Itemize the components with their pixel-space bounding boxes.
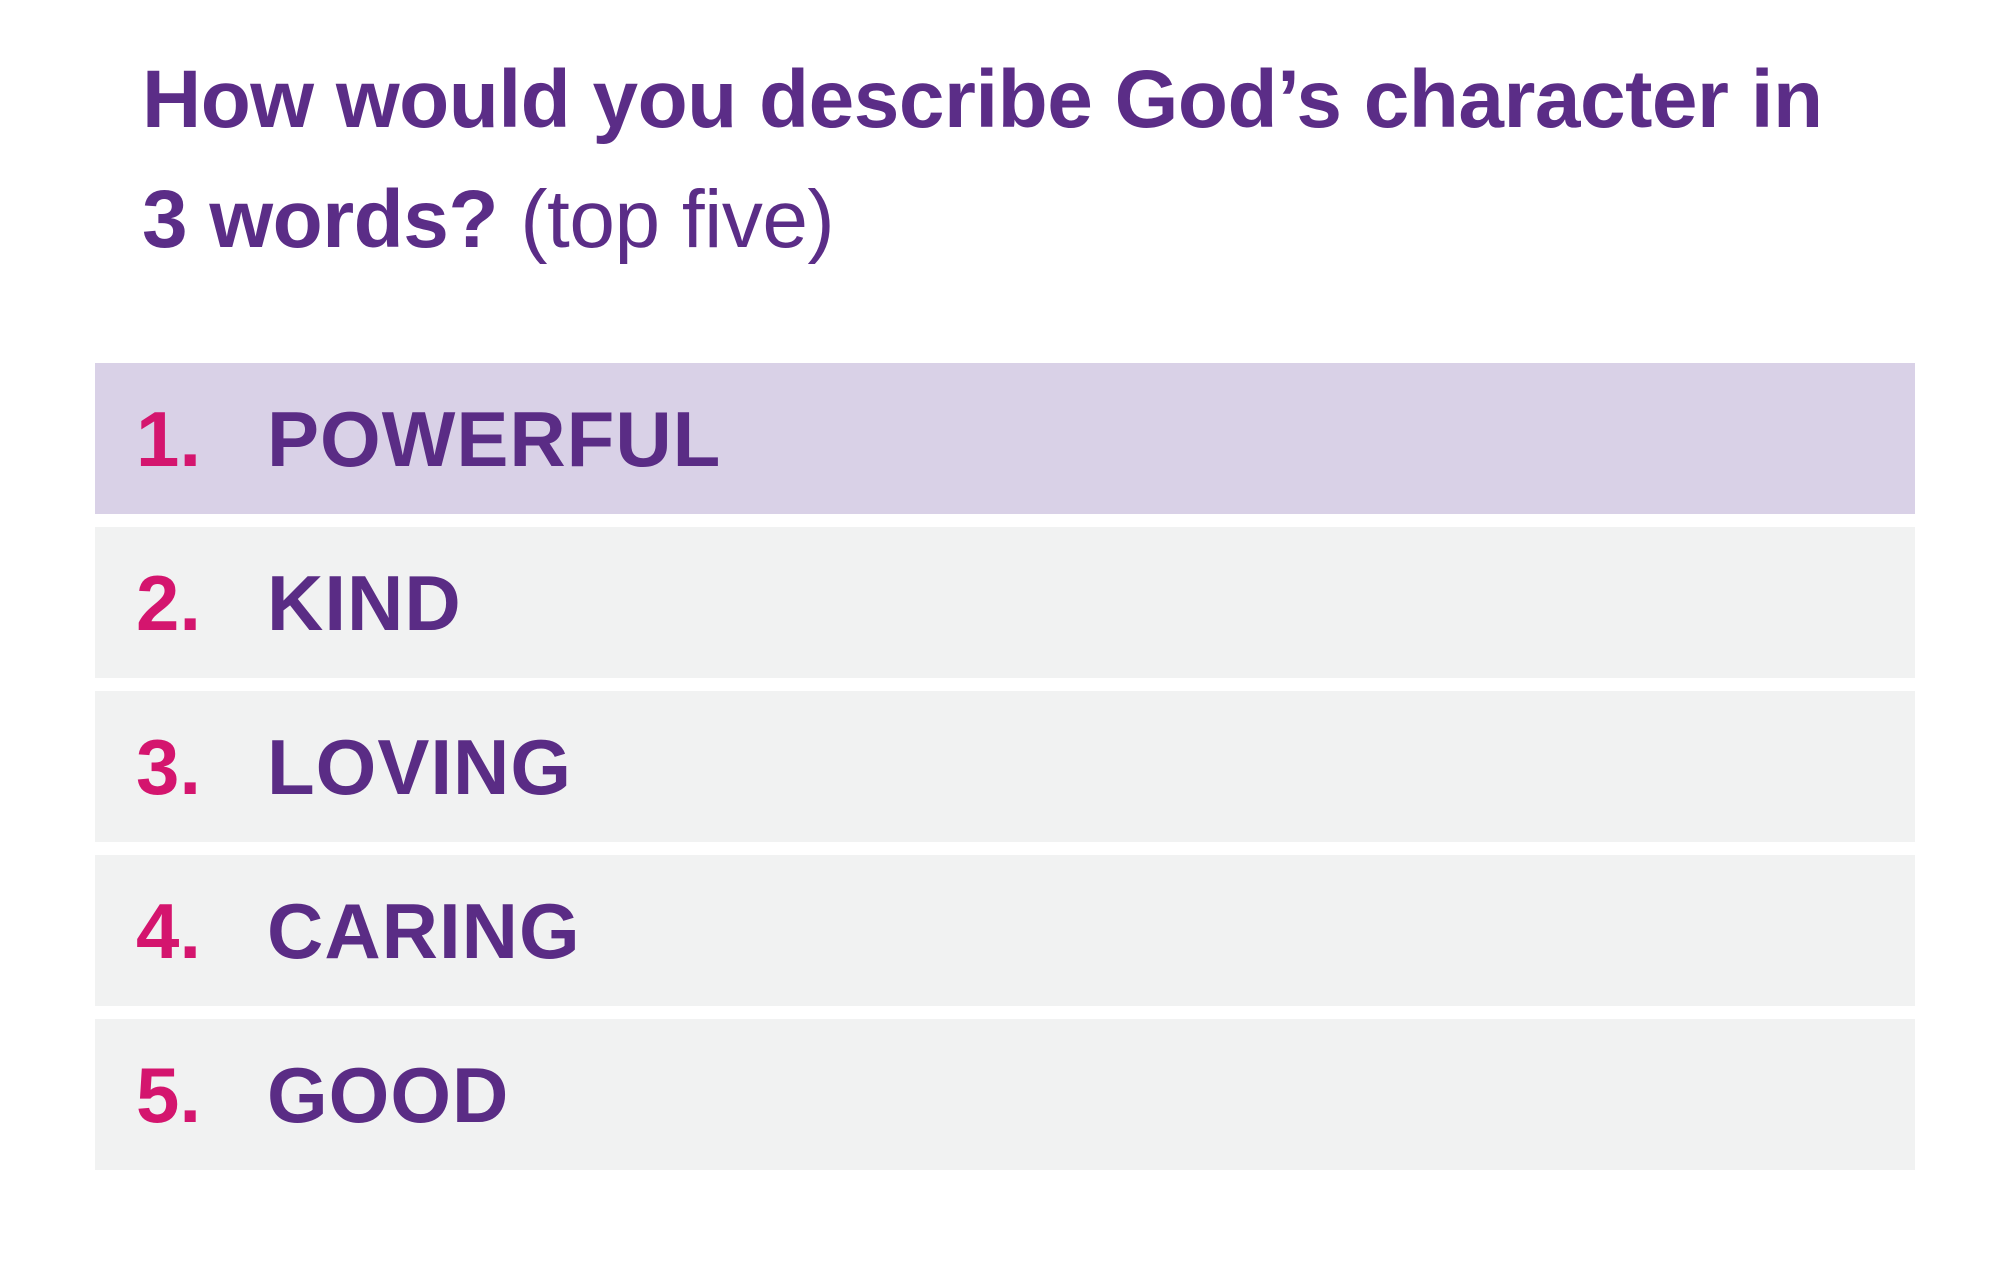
item-label: POWERFUL [267,394,722,483]
rank-number: 2. [136,558,202,647]
page-title-line1: How would you describe God’s character i… [142,54,1823,145]
list-item: 4. CARING [95,855,1915,1006]
item-label: CARING [267,886,581,975]
list-item: 2. KIND [95,527,1915,678]
list-item: 3. LOVING [95,691,1915,842]
rank-number: 5. [136,1050,202,1139]
page-title-top-five-note: (top five) [520,174,835,265]
rank-number: 1. [136,394,202,483]
page-title: How would you describe God’s character i… [142,40,1902,280]
item-label: LOVING [267,722,573,811]
item-label: KIND [267,558,462,647]
rank-number: 4. [136,886,202,975]
list-item: 5. GOOD [95,1019,1915,1170]
page-title-line2-question: 3 words? [142,174,498,265]
list-item: 1. POWERFUL [95,363,1915,514]
top-five-list: 1. POWERFUL 2. KIND 3. LOVING 4. CARING … [95,363,1915,1170]
rank-number: 3. [136,722,202,811]
page-title-line2: 3 words? (top five) [142,160,1902,280]
item-label: GOOD [267,1050,510,1139]
